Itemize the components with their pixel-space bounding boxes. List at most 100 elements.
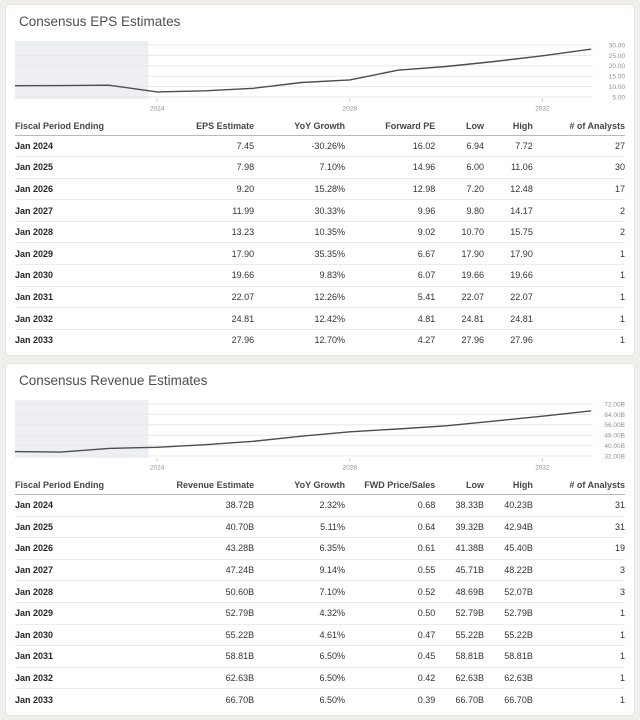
eps-estimates-table: Fiscal Period Ending EPS Estimate YoY Grow…	[15, 119, 625, 350]
value-cell: 6.94	[435, 135, 485, 158]
fiscal-period-cell: Jan 2032	[15, 667, 150, 690]
y-tick-label: 10.00	[609, 84, 625, 91]
x-tick-label: 2032	[535, 106, 550, 113]
fiscal-period-cell: Jan 2033	[15, 694, 54, 705]
value-cell: 52.07B	[484, 580, 533, 603]
value-cell: 0.64	[344, 516, 436, 539]
value-cell: 10.35%	[254, 221, 345, 244]
value-cell: 2.32%	[254, 494, 345, 517]
value-cell: 35.35%	[254, 242, 345, 266]
value-cell: 22.07	[149, 286, 255, 309]
value-cell: 14.96	[344, 156, 436, 179]
y-tick-label: 56.00B	[604, 423, 625, 430]
value-cell: 27.96	[231, 335, 255, 346]
column-header: Forward PE	[344, 119, 436, 136]
value-cell: 24.81	[149, 307, 255, 330]
eps-section-title: Consensus EPS Estimates	[19, 14, 181, 29]
chart-canvas[interactable]: 72.00B 64.00B 56.00B 48.00B 40.00B 32.00B 2024…	[15, 400, 625, 472]
value-cell: 39.32B	[435, 516, 485, 539]
fiscal-period-cell: Jan 2024	[15, 135, 150, 158]
value-cell: -30.26%	[254, 135, 345, 158]
revenue-section-title: Consensus Revenue Estimates	[19, 373, 208, 389]
fiscal-period-cell: Jan 2027	[15, 199, 150, 222]
table-row: Jan 2027 11.99 30.33% 9.96 9.80 14.17 2	[15, 199, 625, 222]
value-cell: 7.20	[435, 178, 485, 201]
table-row: Jan 2028 50.60B 7.10% 0.52 48.69B 52.07B 3	[15, 580, 625, 603]
fiscal-period-cell: Jan 2024	[15, 494, 150, 517]
column-header: Fiscal Period Ending	[15, 478, 150, 495]
column-header: Low	[435, 119, 485, 136]
value-cell: 17.90	[435, 242, 485, 266]
y-tick-label: 25.00	[609, 53, 625, 60]
column-header: # of Analysts	[532, 478, 625, 495]
value-cell: 45.71B	[435, 559, 485, 582]
value-cell: 2	[532, 199, 625, 222]
value-cell: 17.90	[149, 242, 255, 266]
value-cell: 52.79B	[435, 602, 485, 625]
value-cell: 6.35%	[254, 537, 345, 560]
value-cell: 13.23	[149, 221, 255, 244]
table-row: Jan 2030 19.66 9.83% 6.07 19.66 19.66 1	[15, 264, 625, 287]
fiscal-period-cell: Jan 2030	[15, 264, 150, 287]
fiscal-period-cell: Jan 2026	[15, 178, 150, 201]
value-cell: 17.90	[484, 242, 533, 266]
table-row: Jan 2032 24.81 12.42% 4.81 24.81 24.81 1	[15, 307, 625, 330]
table-row: Jan 2024 7.45 -30.26% 16.02 6.94 7.72 27	[15, 135, 625, 158]
value-cell: 62.63B	[484, 667, 533, 690]
value-cell: 9.14%	[254, 559, 345, 582]
value-cell: 6.50%	[319, 694, 345, 705]
table-row: Jan 2029 52.79B 4.32% 0.50 52.79B 52.79B 1	[15, 602, 625, 625]
value-cell: 7.45	[149, 135, 255, 158]
value-cell: 0.61	[344, 537, 436, 560]
revenue-estimates-chart[interactable]: 72.00B 64.00B 56.00B 48.00B 40.00B 32.00B 2024…	[15, 400, 625, 472]
value-cell: 12.48	[484, 178, 533, 201]
table-row: Jan 2028 13.23 10.35% 9.02 10.70 15.75 2	[15, 221, 625, 244]
value-cell: 12.98	[344, 178, 436, 201]
value-cell: 40.70B	[149, 516, 255, 539]
table-row: Jan 2033 27.96 12.70% 4.27 27.96 27.96 1	[15, 329, 625, 350]
value-cell: 62.63B	[435, 667, 485, 690]
value-cell: 1	[532, 286, 625, 309]
value-cell: 45.40B	[484, 537, 533, 560]
value-cell: 6.07	[344, 264, 436, 287]
y-tick-label: 32.00B	[604, 454, 625, 461]
value-cell: 4.61%	[254, 624, 345, 647]
value-cell: 19.66	[149, 264, 255, 287]
value-cell: 66.70B	[455, 694, 485, 705]
chart-canvas[interactable]: 30.00 25.00 20.00 15.00 10.00 5.00 2024 2028 203…	[15, 41, 625, 113]
value-cell: 31	[532, 494, 625, 517]
value-cell: 27.96	[510, 335, 533, 346]
fiscal-period-cell: Jan 2031	[15, 286, 150, 309]
value-cell: 38.33B	[435, 494, 485, 517]
y-tick-label: 64.00B	[604, 412, 625, 419]
eps-estimates-chart[interactable]: 30.00 25.00 20.00 15.00 10.00 5.00 2024 2028 203…	[15, 41, 625, 113]
x-tick-label: 2028	[343, 465, 358, 472]
value-cell: 15.28%	[254, 178, 345, 201]
value-cell: 9.20	[149, 178, 255, 201]
column-header: # of Analysts	[532, 119, 625, 136]
revenue-estimates-card: Consensus Revenue Estimates 72.00B 64.00B…	[5, 363, 635, 716]
value-cell: 55.22B	[149, 624, 255, 647]
fiscal-period-cell: Jan 2027	[15, 559, 150, 582]
value-cell: 1	[532, 242, 625, 266]
value-cell: 48.69B	[435, 580, 485, 603]
table-row: Jan 2033 66.70B 6.50% 0.39 66.70B 66.70B 1	[15, 689, 625, 710]
value-cell: 6.50%	[254, 667, 345, 690]
y-tick-label: 48.00B	[604, 433, 625, 440]
value-cell: 27	[532, 135, 625, 158]
value-cell: 16.02	[344, 135, 436, 158]
column-header: FWD Price/Sales	[344, 478, 436, 495]
y-tick-label: 15.00	[609, 74, 625, 81]
value-cell: 10.70	[435, 221, 485, 244]
value-cell: 7.98	[149, 156, 255, 179]
table-row: Jan 2026 43.28B 6.35% 0.61 41.38B 45.40B 19	[15, 537, 625, 560]
fiscal-period-cell: Jan 2030	[15, 624, 150, 647]
fiscal-period-cell: Jan 2029	[15, 242, 150, 266]
value-cell: 1	[532, 307, 625, 330]
value-cell: 1	[619, 694, 625, 705]
value-cell: 55.22B	[435, 624, 485, 647]
fiscal-period-cell: Jan 2028	[15, 580, 150, 603]
x-tick-label: 2024	[150, 465, 165, 472]
value-cell: 4.27	[417, 335, 436, 346]
